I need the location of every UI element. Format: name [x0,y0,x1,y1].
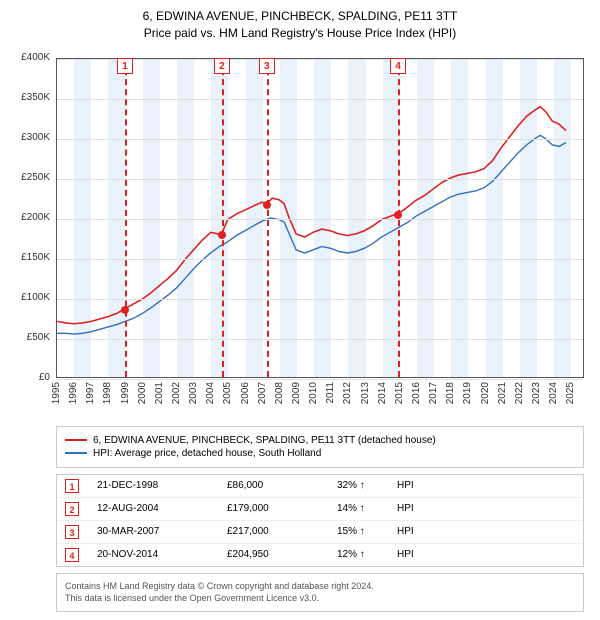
legend-swatch [65,452,87,454]
sale-ref: HPI [397,549,414,560]
legend-item: 6, EDWINA AVENUE, PINCHBECK, SPALDING, P… [65,435,575,446]
x-axis-label: 2021 [497,382,508,404]
x-axis-label: 2024 [548,382,559,404]
x-axis-label: 2022 [514,382,525,404]
sale-marker-1: 1 [117,58,133,74]
y-axis-label: £250K [10,172,50,183]
sale-price: £217,000 [227,526,337,537]
y-axis-label: £0 [10,372,50,383]
x-axis-label: 2003 [188,382,199,404]
x-axis-label: 2016 [411,382,422,404]
sale-dot-4 [394,211,402,219]
x-axis-label: 2013 [360,382,371,404]
x-axis-label: 2008 [274,382,285,404]
sale-pct: 32% ↑ [337,480,397,491]
y-axis-label: £150K [10,252,50,263]
y-axis-label: £50K [10,332,50,343]
legend-label: 6, EDWINA AVENUE, PINCHBECK, SPALDING, P… [93,435,436,446]
x-axis-label: 2012 [342,382,353,404]
x-axis-label: 2009 [291,382,302,404]
sale-date: 21-DEC-1998 [97,480,227,491]
y-axis-label: £100K [10,292,50,303]
sale-price: £86,000 [227,480,337,491]
plot-area: 1 2 3 4 [56,58,584,378]
sale-row: 1 21-DEC-1998£86,00032% ↑HPI [57,475,583,497]
legend-label: HPI: Average price, detached house, Sout… [93,448,321,459]
x-axis-label: 2010 [308,382,319,404]
sale-ref: HPI [397,526,414,537]
x-axis-label: 1999 [120,382,131,404]
sale-marker-4: 4 [390,58,406,74]
sale-number: 3 [65,525,79,539]
sale-dot-3 [263,201,271,209]
sale-price: £204,950 [227,549,337,560]
attribution-line-1: Contains HM Land Registry data © Crown c… [65,580,575,593]
x-axis-label: 2000 [137,382,148,404]
sale-pct: 15% ↑ [337,526,397,537]
sale-marker-2: 2 [214,58,230,74]
x-axis-label: 2018 [445,382,456,404]
sale-pct: 14% ↑ [337,503,397,514]
attribution-line-2: This data is licensed under the Open Gov… [65,592,575,605]
legend: 6, EDWINA AVENUE, PINCHBECK, SPALDING, P… [56,426,584,468]
x-axis-label: 2017 [428,382,439,404]
legend-item: HPI: Average price, detached house, Sout… [65,448,575,459]
x-axis-label: 2023 [531,382,542,404]
sale-date: 12-AUG-2004 [97,503,227,514]
sale-price: £179,000 [227,503,337,514]
sales-table: 121-DEC-1998£86,00032% ↑HPI212-AUG-2004£… [56,474,584,567]
sale-date: 20-NOV-2014 [97,549,227,560]
sale-ref: HPI [397,480,414,491]
attribution: Contains HM Land Registry data © Crown c… [56,573,584,612]
x-axis-label: 2011 [325,382,336,404]
series-svg [57,59,583,377]
y-axis-label: £350K [10,92,50,103]
sale-number: 1 [65,479,79,493]
x-axis-label: 2001 [154,382,165,404]
x-axis-label: 2025 [565,382,576,404]
x-axis-label: 2015 [394,382,405,404]
chart-container: 6, EDWINA AVENUE, PINCHBECK, SPALDING, P… [0,0,600,620]
title-address: 6, EDWINA AVENUE, PINCHBECK, SPALDING, P… [8,8,592,25]
x-axis-label: 2005 [222,382,233,404]
sale-marker-3: 3 [259,58,275,74]
x-axis-label: 2002 [171,382,182,404]
chart-area: 1 2 3 4 £0 £50K £100K £150K £200K £250K £300K £350… [8,48,592,418]
x-axis-label: 2020 [480,382,491,404]
sale-row: 4 20-NOV-2014£204,95012% ↑HPI [57,543,583,566]
y-axis-label: £200K [10,212,50,223]
y-axis-label: £400K [10,52,50,63]
x-axis-label: 1996 [68,382,79,404]
x-axis-label: 1998 [102,382,113,404]
sale-number: 2 [65,502,79,516]
legend-swatch [65,439,87,441]
x-axis-label: 2006 [240,382,251,404]
sale-date: 30-MAR-2007 [97,526,227,537]
sale-number: 4 [65,548,79,562]
y-axis-label: £300K [10,132,50,143]
x-axis-label: 2004 [205,382,216,404]
sale-dot-1 [121,306,129,314]
sale-pct: 12% ↑ [337,549,397,560]
sale-row: 3 30-MAR-2007£217,00015% ↑HPI [57,520,583,543]
x-axis-label: 2014 [377,382,388,404]
title-block: 6, EDWINA AVENUE, PINCHBECK, SPALDING, P… [8,8,592,42]
x-axis-label: 1995 [51,382,62,404]
title-subtitle: Price paid vs. HM Land Registry's House … [8,25,592,42]
sale-ref: HPI [397,503,414,514]
x-axis-label: 2019 [462,382,473,404]
x-axis-label: 1997 [85,382,96,404]
x-axis-label: 2007 [257,382,268,404]
sale-row: 2 12-AUG-2004£179,00014% ↑HPI [57,497,583,520]
